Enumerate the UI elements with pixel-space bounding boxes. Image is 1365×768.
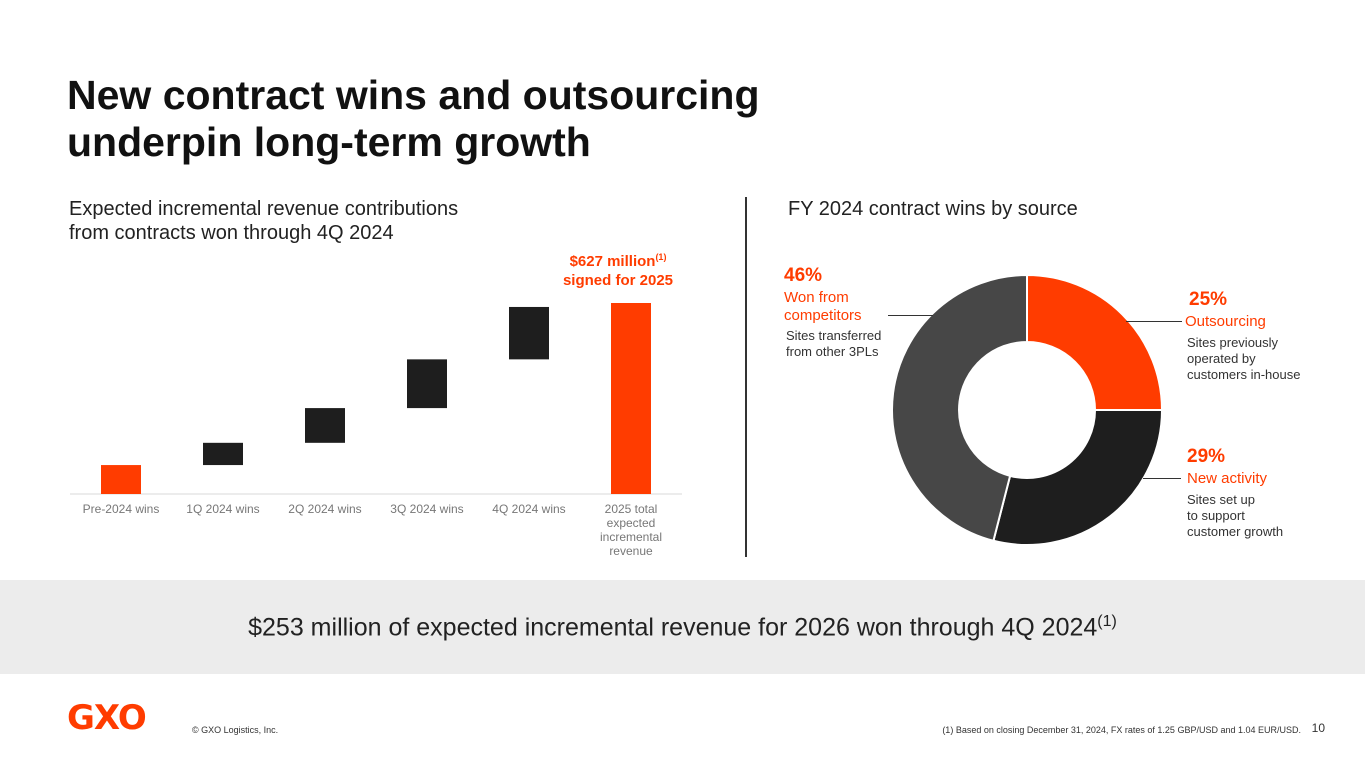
waterfall-title-line-2: from contracts won through 4Q 2024 [69,222,394,244]
waterfall-title-line-1: Expected incremental revenue contributio… [69,198,459,220]
competitors-label-line-1: Won from [784,289,849,306]
outsourcing-leader-line [1126,321,1182,322]
title-line-2: underpin long-term growth [67,119,591,165]
gxo-logo: GXO [67,698,147,738]
summary-text-body: $253 million of expected incremental rev… [248,613,1098,642]
waterfall-bar-0 [101,465,141,494]
page-number: 10 [1311,721,1325,735]
waterfall-tick-label-3-0: 3Q 2024 wins [390,502,463,516]
waterfall-tick-label-5-2: incremental [600,530,662,544]
waterfall-tick-label-2-0: 2Q 2024 wins [288,502,361,516]
new-activity-pct: 29% [1187,446,1226,467]
outsourcing-pct: 25% [1189,289,1228,310]
copyright-text: © GXO Logistics, Inc. [192,725,279,735]
title-line-1: New contract wins and outsourcing [67,72,760,118]
summary-footnote-ref: (1) [1097,613,1117,630]
footnote-text: (1) Based on closing December 31, 2024, … [942,725,1301,735]
waterfall-tick-label-5-3: revenue [609,544,653,558]
waterfall-bar-2 [305,408,345,443]
waterfall-bar-3 [407,359,447,409]
competitors-label-line-2: competitors [784,307,862,324]
outsourcing-desc-line-3: customers in-house [1187,367,1301,382]
competitors-desc-line-2: from other 3PLs [786,344,879,359]
summary-band [0,580,1365,674]
outsourcing-label: Outsourcing [1185,313,1266,330]
outsourcing-description: Sites previously operated by customers i… [1187,335,1300,383]
outsourcing-desc-line-1: Sites previously [1187,335,1279,350]
waterfall-chart-title: Expected incremental revenue contributio… [69,197,589,245]
callout-line-1: $627 million(1) [553,248,683,271]
competitors-description: Sites transferred from other 3PLs [786,328,881,360]
waterfall-tick-label-5-0: 2025 total [605,502,658,516]
competitors-pct: 46% [784,265,823,286]
new-activity-desc-line-3: customer growth [1187,524,1284,539]
waterfall-tick-label-1-0: 1Q 2024 wins [186,502,259,516]
competitors-desc-line-1: Sites transferred [786,328,882,343]
callout-footnote-ref: (1) [655,252,667,262]
waterfall-tick-label-5-1: expected [607,516,656,530]
waterfall-bar-4 [509,306,549,360]
donut-slice-new-activity [992,409,1164,546]
new-activity-label: New activity [1187,470,1268,487]
donut-chart-title: FY 2024 contract wins by source [788,198,1078,220]
callout-line-2: signed for 2025 [562,272,674,289]
donut-chart [891,273,1164,546]
total-callout: $627 million(1) signed for 2025 [553,248,683,290]
new-activity-leader-line [1143,478,1181,479]
donut-slice-outsourcing [1026,273,1164,411]
new-activity-desc-line-1: Sites set up [1187,492,1255,507]
waterfall-bar-1 [203,442,243,466]
waterfall-chart: Pre-2024 wins 1Q 2024 wins 2Q 2024 wins 3Q … [70,303,682,558]
waterfall-tick-label-0-0: Pre-2024 wins [83,502,160,516]
page-title: New contract wins and outsourcing underp… [67,72,967,166]
donut-slice-won-from-competitors [891,273,1028,542]
outsourcing-desc-line-2: operated by [1187,351,1256,366]
section-divider [745,197,747,557]
new-activity-description: Sites set up to support customer growth [1187,492,1283,540]
callout-amount: $627 million [569,253,656,270]
waterfall-tick-label-4-0: 4Q 2024 wins [492,502,565,516]
waterfall-bar-5 [611,303,651,494]
summary-text: $253 million of expected incremental rev… [0,613,1365,642]
competitors-label: Won from competitors [784,289,862,325]
new-activity-desc-line-2: to support [1187,508,1245,523]
competitors-leader-line [888,315,933,316]
